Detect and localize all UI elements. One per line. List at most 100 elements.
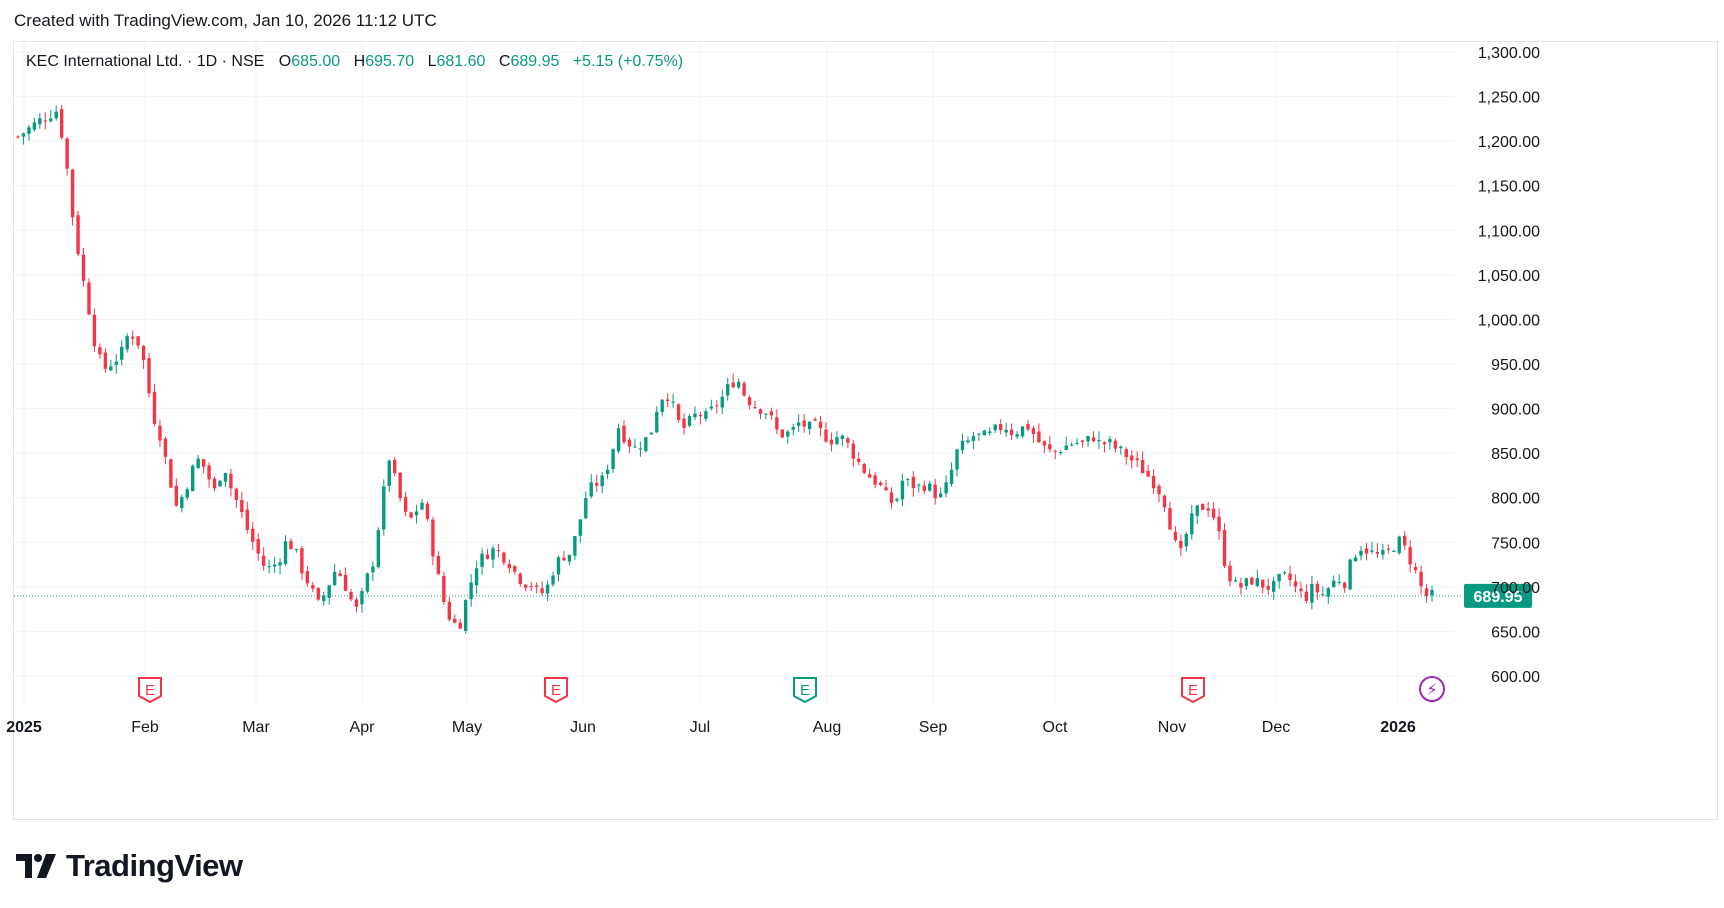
candle-body [769,411,774,416]
candle-body [136,336,140,346]
price-tick-label: 1,250.00 [1478,90,1540,107]
candle-body [409,512,413,518]
candle-body [234,488,239,500]
candle-body [223,472,228,482]
candle-body [436,555,441,575]
candle-body [305,571,310,584]
candle-body [70,169,75,218]
candle-body [1282,572,1287,574]
candle-body [360,591,364,605]
candle-body [1113,440,1118,449]
candle-body [1157,485,1161,495]
candle-body [1370,550,1374,552]
candle-body [92,314,97,347]
candle-body [753,407,757,409]
candle-body [829,439,834,445]
candle-body [878,482,883,486]
candle-body [1408,547,1412,565]
candle-body [518,573,522,584]
candle-body [960,440,965,451]
candle-body [338,573,342,577]
candle-body [797,422,801,426]
candle-body [982,430,987,436]
candle-body [1375,551,1380,554]
candle-body [595,482,599,486]
candle-body [1206,508,1210,511]
candle-body [458,622,462,629]
price-tick-label: 700.00 [1491,580,1540,597]
price-tick-label: 850.00 [1491,446,1540,463]
brand[interactable]: TradingView [16,848,243,884]
event-markers[interactable]: E E E E ⚡ [138,676,1445,704]
candle-body [644,437,648,451]
candle-body [256,539,260,554]
high-label: H [353,53,366,70]
candle-body [906,479,910,481]
candle-body [1026,423,1030,430]
candle-body [1168,508,1172,530]
candle-body [791,426,795,430]
candle-body [152,391,157,424]
candle-body [524,584,528,588]
event-marker-label: E [145,682,155,699]
candle-body [382,486,386,530]
candle-body [1255,578,1259,586]
candle-body [1430,589,1434,596]
candle-body [1162,495,1167,508]
candle-body [1080,440,1085,443]
candle-body [294,548,299,550]
candle-body [1069,444,1074,446]
candle-body [174,485,179,506]
candle-body [966,440,970,443]
candle-body [398,472,402,499]
candle-body [1288,573,1292,580]
candle-body [999,423,1003,431]
time-tick-label: Nov [1158,719,1186,736]
candle-body [687,416,692,426]
candle-body [709,406,714,409]
candle-body [261,555,266,566]
brand-name: TradingView [66,848,243,883]
candle-body [403,496,408,512]
candle-body [109,366,113,371]
candle-body [1146,470,1150,477]
candle-body [507,563,512,569]
candle-body [1403,535,1407,546]
candle-body [98,347,102,355]
candle-body [180,496,184,508]
price-tick-label: 1,050.00 [1478,268,1540,285]
candle-body [633,446,637,448]
candle-body [1261,579,1265,588]
candle-body [1419,571,1423,587]
event-marker-label: E [551,682,561,699]
price-axis[interactable]: 1,300.00 1,250.00 1,200.00 1,150.00 1,100.00… [1478,45,1540,686]
time-tick-label: Apr [350,719,376,736]
candle-body [289,541,293,550]
candle-body [1392,551,1396,553]
candle-body [267,566,271,568]
candle-body [1299,588,1303,592]
candle-body [38,118,42,125]
time-tick-label: May [452,719,482,736]
candle-body [485,554,490,559]
candle-body [453,618,457,623]
price-tick-label: 1,000.00 [1478,312,1540,329]
candle-body [1381,550,1385,555]
price-tick-label: 900.00 [1491,402,1540,419]
time-axis[interactable]: 2025 Feb Mar Apr May Jun Jul Aug Sep Oct Nov Dec 202… [6,719,1416,736]
last-price-label: 689.95 [1474,589,1523,606]
candle-body [1337,581,1341,583]
last-price-line: 689.95 [14,583,1532,608]
candle-body [491,548,495,560]
split-marker-icon [1419,676,1445,702]
candle-body [1135,458,1139,461]
candle-body [1173,532,1178,541]
candle-body [551,575,555,585]
candle-body [469,582,473,600]
candle-body [1266,585,1270,590]
candle-body [917,484,921,486]
earnings-marker-icon [138,677,162,704]
candle-body [933,484,937,499]
candle-body [1091,437,1096,442]
